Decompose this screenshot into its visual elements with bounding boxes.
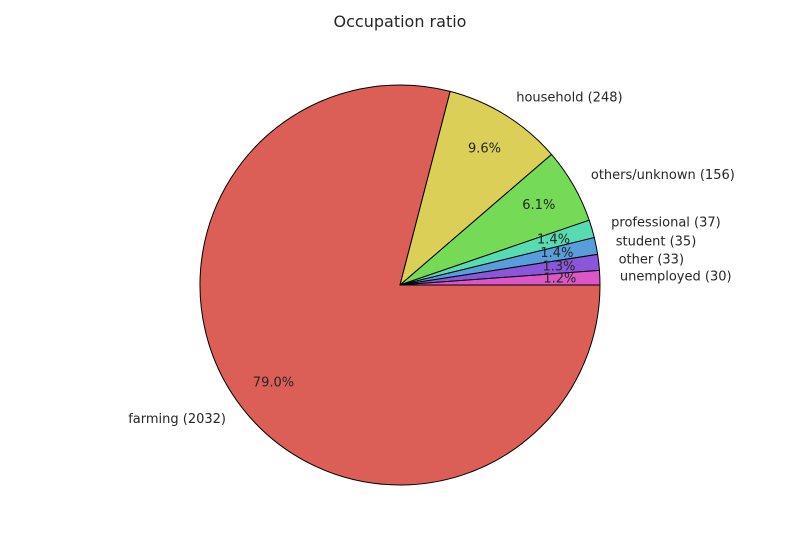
slice-label: student (35) <box>616 234 697 249</box>
slice-percent-label: 1.4% <box>540 246 573 261</box>
slice-label: other (33) <box>619 253 684 268</box>
slice-label: others/unknown (156) <box>591 168 735 183</box>
pie-labels: farming (2032) 79.0% household (248) 9.6% ot… <box>128 91 735 427</box>
chart-title: Occupation ratio <box>334 12 467 31</box>
slice-label: household (248) <box>516 91 622 106</box>
slice-label: professional (37) <box>611 216 721 231</box>
pie-slice <box>399 269 601 286</box>
slice-label: farming (2032) <box>128 412 226 427</box>
pie-slices <box>199 84 601 486</box>
slice-percent-label: 9.6% <box>468 142 501 157</box>
slice-percent-label: 79.0% <box>253 375 294 390</box>
slice-percent-label: 1.3% <box>542 259 575 274</box>
slice-label: unemployed (30) <box>620 269 732 284</box>
slice-percent-label: 1.4% <box>537 233 570 248</box>
pie-slice <box>399 90 553 286</box>
slice-percent-label: 1.2% <box>543 272 576 287</box>
slice-percent-label: 6.1% <box>522 198 555 213</box>
